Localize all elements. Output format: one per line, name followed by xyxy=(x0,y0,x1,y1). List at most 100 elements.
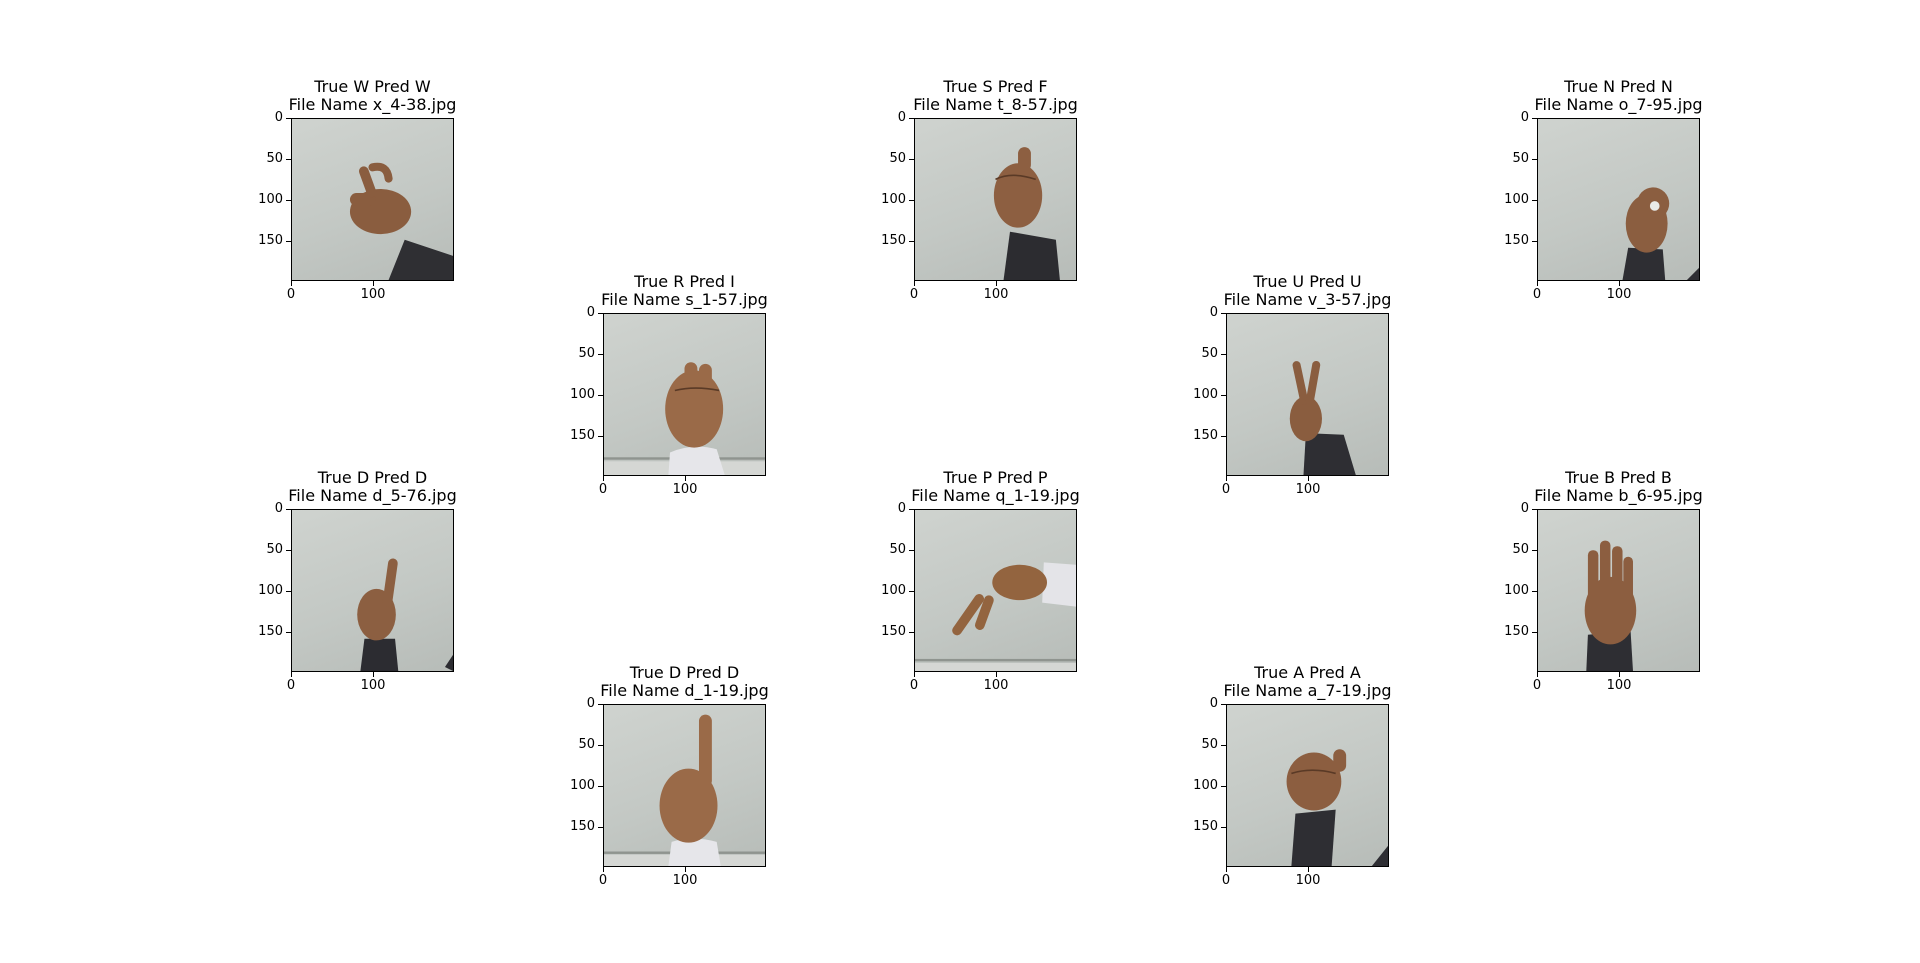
panel-title: True U Pred U File Name v_3-57.jpg xyxy=(1223,272,1392,309)
x-tick-label: 0 xyxy=(1221,482,1231,497)
y-tick-label: 150 xyxy=(881,233,906,248)
y-tick xyxy=(1532,159,1537,160)
y-tick xyxy=(909,159,914,160)
panel-w: True W Pred W File Name x_4-38.jpg 0 50 10… xyxy=(258,78,456,302)
x-tick-label: 0 xyxy=(909,678,919,693)
y-tick-label: 100 xyxy=(881,583,906,598)
panel-title: True R Pred I File Name s_1-57.jpg xyxy=(601,272,768,309)
y-tick-label: 100 xyxy=(1193,387,1218,402)
x-tick xyxy=(1619,672,1620,677)
y-tick-label: 0 xyxy=(1209,305,1218,320)
x-tick-label: 100 xyxy=(360,287,386,302)
x-tick xyxy=(1537,672,1538,677)
y-tick xyxy=(1221,786,1226,787)
x-tick xyxy=(603,476,604,481)
hand-image xyxy=(914,118,1077,281)
y-tick xyxy=(1221,704,1226,705)
x-tick xyxy=(685,867,686,872)
y-tick-label: 0 xyxy=(897,501,906,516)
panel-title: True D Pred D File Name d_1-19.jpg xyxy=(600,663,769,700)
y-tick-label: 100 xyxy=(1504,583,1529,598)
x-tick xyxy=(914,281,915,286)
y-tick xyxy=(286,550,291,551)
panel-u: True U Pred U File Name v_3-57.jpg 0 50 10… xyxy=(1193,273,1391,497)
y-tick-label: 0 xyxy=(897,110,906,125)
y-tick xyxy=(598,395,603,396)
y-tick xyxy=(909,118,914,119)
x-tick xyxy=(603,867,604,872)
y-tick-label: 50 xyxy=(1201,737,1218,752)
hand-sign-illustration xyxy=(604,362,765,475)
x-tick-label: 100 xyxy=(672,482,698,497)
hand-image xyxy=(1537,118,1700,281)
x-tick-label: 100 xyxy=(1295,482,1321,497)
y-tick-label: 100 xyxy=(1193,778,1218,793)
panel-s: True S Pred F File Name t_8-57.jpg 0 50 10… xyxy=(881,78,1078,302)
y-tick xyxy=(598,827,603,828)
y-tick xyxy=(286,118,291,119)
y-tick-label: 150 xyxy=(1504,624,1529,639)
panel-title: True P Pred P File Name q_1-19.jpg xyxy=(911,468,1080,505)
y-tick xyxy=(286,200,291,201)
hand-image xyxy=(1226,704,1389,867)
y-tick-label: 50 xyxy=(266,542,283,557)
panel-b: True B Pred B File Name b_6-95.jpg 0 50 10… xyxy=(1504,469,1703,693)
y-tick-label: 150 xyxy=(258,624,283,639)
x-tick-label: 0 xyxy=(598,873,608,888)
y-tick xyxy=(1532,241,1537,242)
hand-image xyxy=(1537,509,1700,672)
x-tick-label: 0 xyxy=(1221,873,1231,888)
hand-sign-illustration xyxy=(1286,749,1388,866)
y-tick-label: 50 xyxy=(889,542,906,557)
y-tick xyxy=(286,632,291,633)
x-tick xyxy=(1619,281,1620,286)
x-tick-label: 0 xyxy=(286,287,296,302)
hand-image xyxy=(1226,313,1389,476)
y-tick xyxy=(1221,313,1226,314)
y-tick xyxy=(598,436,603,437)
hand-sign-illustration xyxy=(1289,360,1356,475)
y-tick xyxy=(1532,509,1537,510)
y-tick-label: 100 xyxy=(258,583,283,598)
x-tick xyxy=(1226,867,1227,872)
panel-n: True N Pred N File Name o_7-95.jpg 0 50 10… xyxy=(1504,78,1702,302)
y-tick-label: 100 xyxy=(1504,192,1529,207)
y-tick xyxy=(286,241,291,242)
x-tick-label: 100 xyxy=(983,287,1009,302)
y-tick xyxy=(909,200,914,201)
x-tick xyxy=(685,476,686,481)
x-tick xyxy=(1537,281,1538,286)
x-tick xyxy=(291,281,292,286)
y-tick xyxy=(598,786,603,787)
y-tick xyxy=(286,159,291,160)
hand-sign-illustration xyxy=(1584,540,1637,671)
x-tick xyxy=(1308,476,1309,481)
y-tick xyxy=(598,354,603,355)
x-tick xyxy=(914,672,915,677)
y-tick xyxy=(1532,550,1537,551)
x-tick xyxy=(996,281,997,286)
panel-p: True P Pred P File Name q_1-19.jpg 0 50 10… xyxy=(881,469,1080,693)
panel-title: True A Pred A File Name a_7-19.jpg xyxy=(1223,663,1392,700)
y-tick-label: 0 xyxy=(274,110,283,125)
y-tick-label: 50 xyxy=(889,151,906,166)
x-tick xyxy=(373,281,374,286)
y-tick-label: 50 xyxy=(578,737,595,752)
y-tick-label: 50 xyxy=(1512,151,1529,166)
y-tick xyxy=(1532,632,1537,633)
y-tick-label: 150 xyxy=(1193,428,1218,443)
y-tick-label: 0 xyxy=(1520,110,1529,125)
hand-sign-illustration xyxy=(357,558,453,671)
x-tick-label: 100 xyxy=(1295,873,1321,888)
y-tick xyxy=(286,591,291,592)
panel-d: True D Pred D File Name d_5-76.jpg 0 50 10… xyxy=(258,469,457,693)
y-tick xyxy=(286,509,291,510)
y-tick xyxy=(909,591,914,592)
y-tick xyxy=(598,313,603,314)
y-tick-label: 150 xyxy=(1504,233,1529,248)
y-tick-label: 150 xyxy=(570,819,595,834)
panel-a: True A Pred A File Name a_7-19.jpg 0 50 10… xyxy=(1193,664,1391,888)
panel-title: True S Pred F File Name t_8-57.jpg xyxy=(913,77,1078,114)
panel-title: True W Pred W File Name x_4-38.jpg xyxy=(288,77,457,114)
y-tick xyxy=(909,632,914,633)
